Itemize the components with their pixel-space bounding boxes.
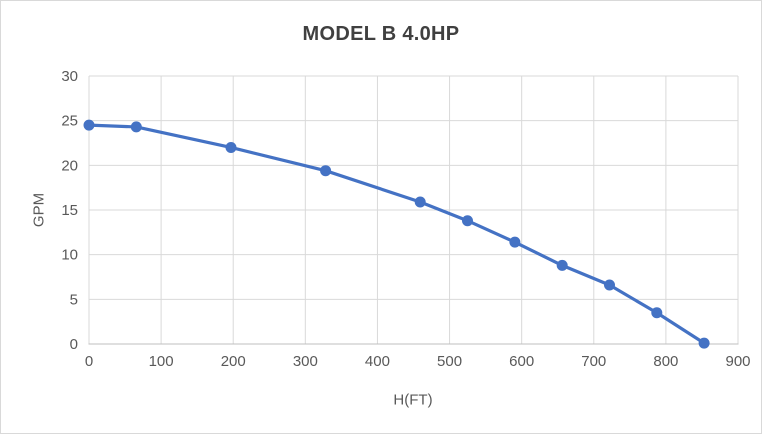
x-tick-label: 0 — [85, 353, 93, 370]
data-point-marker — [225, 141, 237, 153]
series-line — [87, 123, 706, 345]
data-point-marker — [603, 279, 615, 291]
x-axis-title: H(FT) — [393, 391, 433, 409]
data-point-marker — [83, 119, 95, 131]
x-tick-label: 100 — [149, 353, 174, 370]
x-tick-label: 300 — [293, 353, 318, 370]
x-tick-label: 900 — [725, 353, 750, 370]
x-tick-label: 800 — [653, 353, 678, 370]
x-tick-label: 700 — [581, 353, 606, 370]
y-tick-label: 15 — [61, 202, 78, 219]
x-tick-label: 500 — [437, 353, 462, 370]
y-tick-label: 10 — [61, 247, 78, 264]
data-point-marker — [556, 259, 568, 271]
x-tick-label: 600 — [509, 353, 534, 370]
data-point-marker — [320, 165, 332, 177]
chart-title: MODEL B 4.0HP — [302, 23, 460, 45]
y-tick-label: 25 — [61, 113, 78, 130]
data-point-marker — [130, 121, 142, 133]
y-tick-label: 5 — [70, 291, 78, 308]
x-tick-label: 200 — [221, 353, 246, 370]
y-tick-label: 30 — [61, 68, 78, 85]
x-tick-label: 400 — [365, 353, 390, 370]
data-point-marker — [462, 215, 474, 227]
data-point-marker — [414, 196, 426, 208]
data-point-marker — [509, 236, 521, 248]
data-point-marker — [698, 337, 710, 349]
data-point-marker — [651, 307, 663, 319]
y-tick-label: 20 — [61, 157, 78, 174]
y-tick-label: 0 — [70, 336, 78, 353]
